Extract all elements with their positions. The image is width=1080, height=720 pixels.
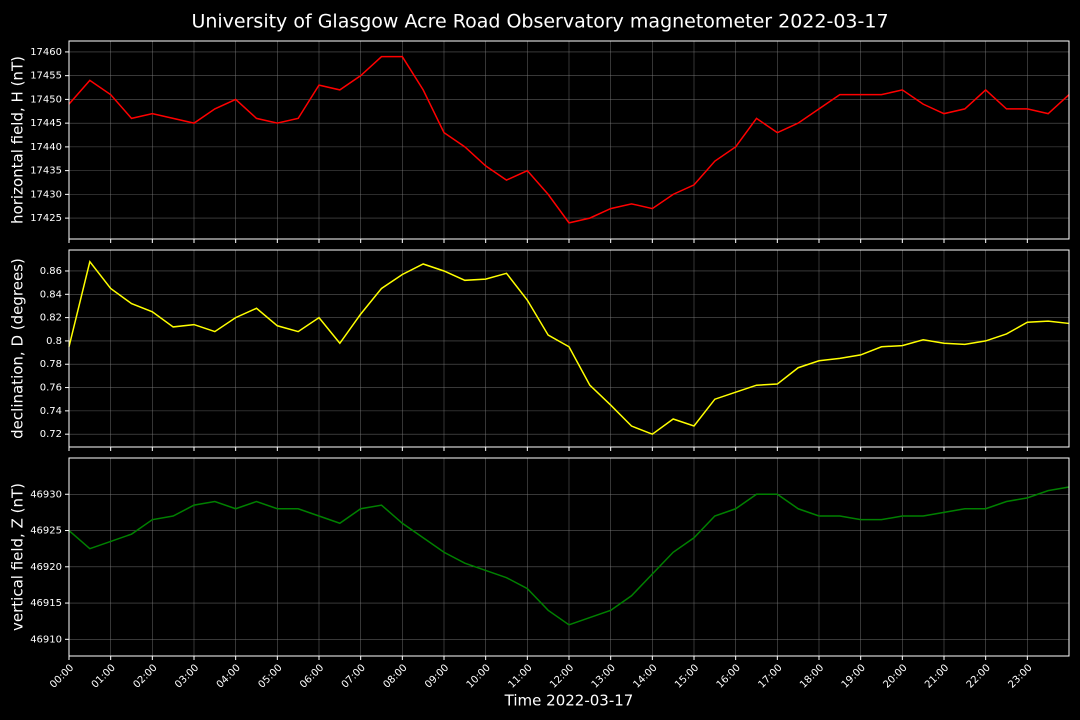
y-tick-label: 17445 — [30, 118, 62, 129]
y-tick-label: 17425 — [30, 213, 62, 224]
y-tick-label: 46920 — [30, 562, 62, 573]
x-tick-label: 05:00 — [256, 662, 284, 690]
y-tick-label: 17435 — [30, 166, 62, 177]
x-tick-label: 01:00 — [90, 662, 118, 690]
y-tick-label: 17455 — [30, 71, 62, 82]
y-tick-label: 46910 — [30, 634, 62, 645]
y-tick-label: 0.72 — [40, 429, 62, 440]
y-tick-label: 46930 — [30, 489, 62, 500]
y-tick-label: 17430 — [30, 189, 62, 200]
x-tick-label: 17:00 — [756, 662, 784, 690]
y-tick-label: 0.82 — [40, 313, 62, 324]
x-tick-label: 22:00 — [965, 662, 993, 690]
x-tick-label: 04:00 — [215, 662, 243, 690]
x-tick-label: 06:00 — [298, 662, 326, 690]
x-tick-label: 00:00 — [48, 662, 76, 690]
y-tick-label: 0.78 — [40, 359, 62, 370]
x-tick-label: 10:00 — [465, 662, 493, 690]
y-tick-label: 0.84 — [40, 289, 62, 300]
x-tick-label: 15:00 — [673, 662, 701, 690]
x-tick-label: 07:00 — [340, 662, 368, 690]
x-tick-label: 14:00 — [631, 662, 659, 690]
y-axis-label: horizontal field, H (nT) — [9, 56, 27, 224]
x-axis-label: Time 2022-03-17 — [504, 692, 634, 710]
x-tick-label: 16:00 — [715, 662, 743, 690]
y-tick-label: 17450 — [30, 94, 62, 105]
x-tick-label: 02:00 — [131, 662, 159, 690]
y-tick-label: 0.86 — [40, 266, 62, 277]
x-tick-label: 20:00 — [881, 662, 909, 690]
x-tick-label: 23:00 — [1006, 662, 1034, 690]
x-tick-label: 08:00 — [381, 662, 409, 690]
x-tick-label: 09:00 — [423, 662, 451, 690]
y-tick-label: 17460 — [30, 47, 62, 58]
y-axis-label: vertical field, Z (nT) — [9, 483, 27, 631]
x-tick-label: 12:00 — [548, 662, 576, 690]
y-tick-label: 0.8 — [46, 336, 62, 347]
x-tick-label: 11:00 — [506, 662, 534, 690]
data-line — [68, 259, 1070, 436]
plot-frame — [68, 40, 1070, 240]
y-axis-label: declination, D (degrees) — [9, 258, 27, 439]
chart-title: University of Glasgow Acre Road Observat… — [191, 11, 888, 33]
y-tick-label: 46915 — [30, 598, 62, 609]
x-tick-label: 13:00 — [590, 662, 618, 690]
y-tick-label: 0.74 — [40, 406, 62, 417]
x-tick-label: 21:00 — [923, 662, 951, 690]
data-line — [68, 55, 1070, 224]
plot-frame — [68, 249, 1070, 448]
y-tick-label: 0.76 — [40, 383, 62, 394]
plot-frame — [68, 457, 1070, 657]
x-tick-label: 19:00 — [840, 662, 868, 690]
data-line — [68, 486, 1070, 626]
y-tick-label: 46925 — [30, 526, 62, 537]
y-tick-label: 17440 — [30, 142, 62, 153]
x-tick-label: 03:00 — [173, 662, 201, 690]
x-tick-label: 18:00 — [798, 662, 826, 690]
